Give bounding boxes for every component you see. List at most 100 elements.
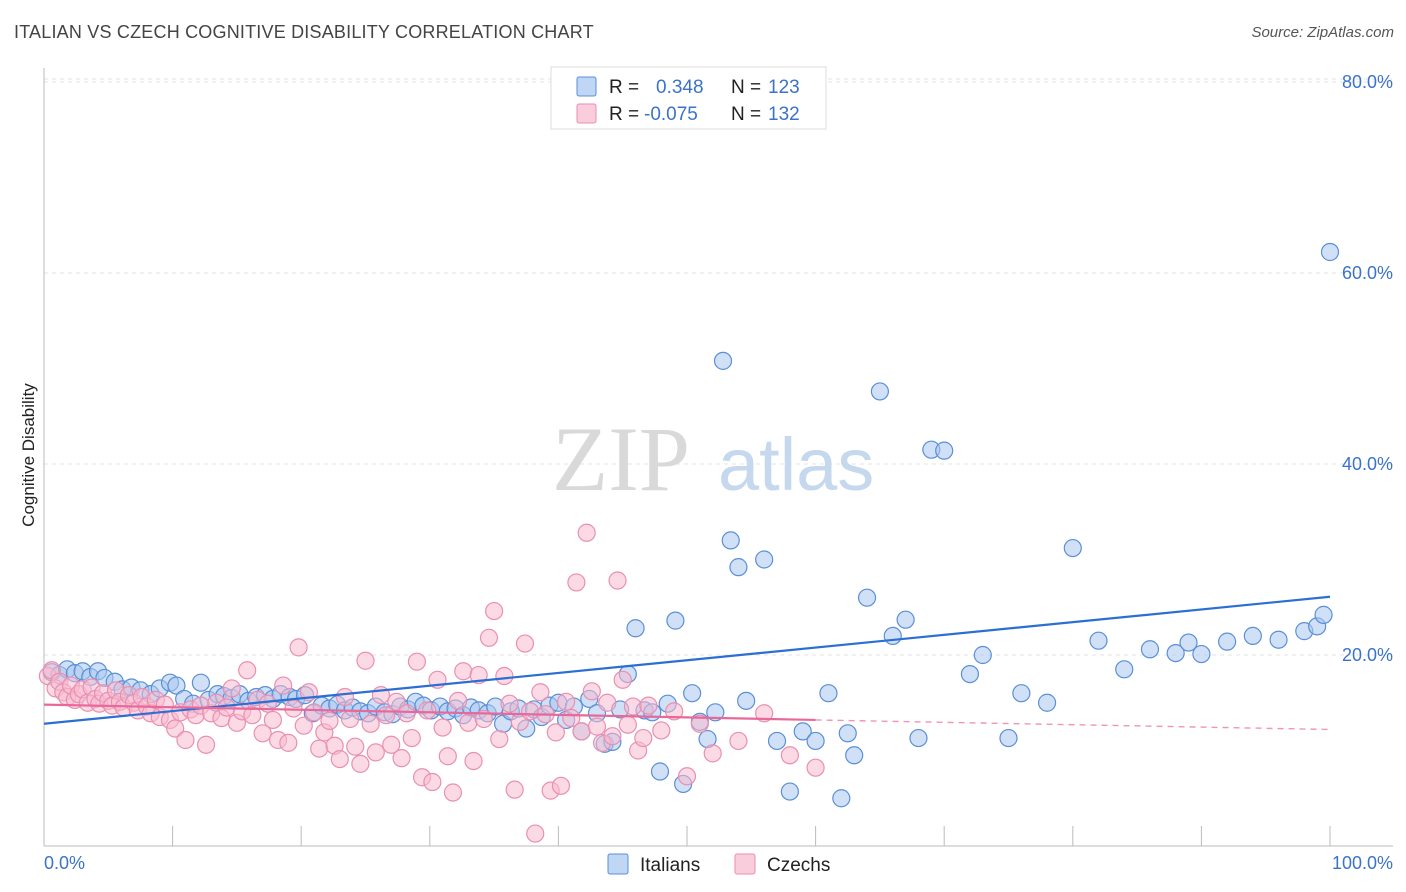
trend-line-italians <box>43 595 1331 725</box>
point-czechs <box>402 728 421 748</box>
legend-r-label: R = <box>609 104 639 125</box>
y-tick-label: 80.0% <box>1342 72 1393 92</box>
point-czechs <box>495 666 514 686</box>
trend-line-czechs-extrapolated <box>815 719 1331 731</box>
point-czechs <box>546 723 565 742</box>
point-italians <box>1166 643 1185 663</box>
y-axis-title: Cognitive Disability <box>19 383 38 527</box>
point-italians <box>1320 242 1340 262</box>
chart-title: ITALIAN VS CZECH COGNITIVE DISABILITY CO… <box>14 22 594 42</box>
point-czechs <box>433 718 452 737</box>
point-italians <box>973 645 992 665</box>
point-czechs <box>729 731 748 751</box>
point-czechs <box>304 703 324 722</box>
point-italians <box>650 762 670 781</box>
x-tick-label-min: 0.0% <box>44 853 85 873</box>
point-czechs <box>521 702 540 721</box>
point-czechs <box>330 749 349 769</box>
point-czechs <box>222 679 241 698</box>
point-czechs <box>274 676 293 695</box>
point-czechs <box>485 601 504 621</box>
point-czechs <box>263 710 283 730</box>
point-italians <box>845 746 864 765</box>
point-czechs <box>382 735 401 754</box>
point-italians <box>666 611 685 630</box>
point-italians <box>857 588 877 607</box>
point-italians <box>1063 538 1082 558</box>
point-czechs <box>448 691 468 710</box>
point-italians <box>683 684 702 703</box>
point-czechs <box>361 714 380 733</box>
point-czechs <box>253 724 272 743</box>
point-italians <box>883 626 902 646</box>
point-italians <box>191 673 210 692</box>
point-italians <box>806 731 825 751</box>
point-czechs <box>464 751 483 771</box>
point-italians <box>1269 630 1288 649</box>
legend-n-label: N = <box>731 77 761 98</box>
point-czechs <box>166 719 185 738</box>
point-italians <box>1192 644 1211 664</box>
point-czechs <box>587 717 607 736</box>
point-czechs <box>279 733 298 752</box>
point-czechs <box>531 683 550 702</box>
axes <box>43 68 1393 847</box>
legend-bottom-czechs: Czechs <box>767 855 830 876</box>
point-czechs <box>366 743 385 762</box>
point-czechs <box>665 702 684 721</box>
point-czechs <box>572 722 591 741</box>
point-czechs <box>387 692 406 711</box>
point-italians <box>1218 632 1237 651</box>
point-czechs <box>618 715 637 734</box>
legend-bottom: Italians Czechs <box>607 853 830 876</box>
point-italians <box>755 550 774 569</box>
point-italians <box>767 731 787 751</box>
point-czechs <box>397 704 416 723</box>
point-czechs <box>613 670 632 689</box>
point-italians <box>1012 684 1031 703</box>
point-czechs <box>551 776 571 795</box>
point-czechs <box>623 697 643 716</box>
point-czechs <box>652 721 671 740</box>
legend-r-value-italians: 0.348 <box>656 77 704 98</box>
point-italians <box>167 676 186 695</box>
point-czechs <box>176 730 195 750</box>
x-tick-label-max: 100.0% <box>1332 853 1393 873</box>
point-czechs <box>526 824 545 843</box>
point-italians <box>713 351 733 370</box>
point-italians <box>721 531 740 550</box>
point-italians <box>870 382 890 401</box>
point-czechs <box>515 634 535 653</box>
point-czechs <box>479 628 499 647</box>
point-czechs <box>755 704 774 723</box>
point-czechs <box>806 758 825 777</box>
point-czechs <box>196 735 216 754</box>
legend-bottom-swatch-czechs <box>734 853 756 875</box>
trend-lines <box>43 595 1331 731</box>
source-credit: Source: ZipAtlas.com <box>1251 24 1394 41</box>
point-italians <box>1314 605 1333 624</box>
trend-line-czechs <box>43 703 816 722</box>
point-italians <box>909 728 928 748</box>
point-czechs <box>474 709 493 729</box>
point-czechs <box>335 687 355 707</box>
point-czechs <box>320 711 339 730</box>
point-italians <box>1179 633 1198 652</box>
point-czechs <box>500 694 519 713</box>
point-czechs <box>443 783 463 802</box>
data-points <box>38 242 1340 843</box>
legend-top: R = 0.348 N = 123 R = -0.075 N = 132 <box>550 66 827 130</box>
point-czechs <box>423 772 442 792</box>
point-italians <box>838 724 857 743</box>
point-italians <box>1140 640 1160 659</box>
point-czechs <box>351 754 370 773</box>
point-italians <box>1089 631 1108 650</box>
point-czechs <box>567 573 586 592</box>
point-italians <box>706 703 725 722</box>
y-tick-label: 20.0% <box>1342 645 1393 665</box>
point-italians <box>832 789 851 808</box>
point-italians <box>729 558 748 577</box>
point-czechs <box>677 767 697 786</box>
point-italians <box>1115 660 1134 679</box>
legend-bottom-swatch-italians <box>607 853 629 875</box>
